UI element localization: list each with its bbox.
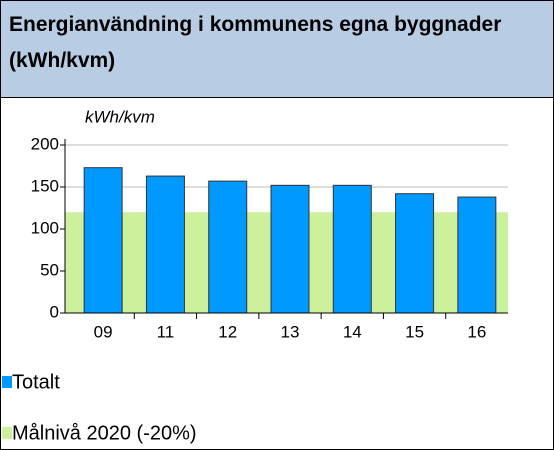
y-tick-label: 200 <box>31 134 59 153</box>
x-tick-label: 09 <box>94 322 113 341</box>
bar <box>83 167 123 314</box>
y-tick-label: 100 <box>31 218 59 237</box>
header: Energianvändning i kommunens egna byggna… <box>1 1 553 98</box>
x-tick-label: 11 <box>157 322 175 341</box>
bar <box>270 184 310 314</box>
bar <box>145 175 185 314</box>
y-tick-label: 0 <box>50 302 59 321</box>
y-axis-label: kWh/kvm <box>85 107 155 126</box>
bar <box>395 193 435 314</box>
x-tick-label: 13 <box>281 322 300 341</box>
legend-label: Målnivå 2020 (-20%) <box>12 422 197 444</box>
bar <box>457 196 497 314</box>
x-tick-label: 12 <box>218 322 237 341</box>
chart-title: Energianvändning i kommunens egna byggna… <box>9 13 502 72</box>
legend-swatch <box>2 427 12 439</box>
x-tick-label: 16 <box>467 322 486 341</box>
legend-swatch <box>2 376 12 388</box>
y-tick-label: 150 <box>31 176 59 195</box>
bars <box>83 167 497 314</box>
x-tick-label: 15 <box>405 322 424 341</box>
y-tick-label: 50 <box>40 260 59 279</box>
bar <box>208 180 248 314</box>
legend-label: Totalt <box>12 371 60 393</box>
x-tick-label: 14 <box>343 322 362 341</box>
bar <box>332 184 372 314</box>
